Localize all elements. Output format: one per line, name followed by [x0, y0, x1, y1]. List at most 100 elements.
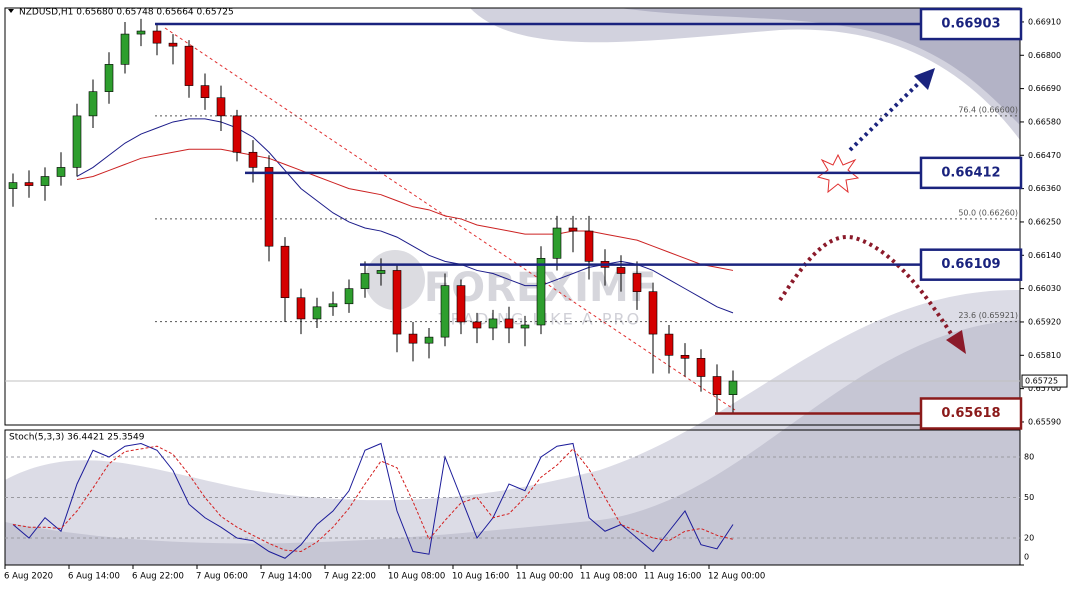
moving-average	[76, 118, 734, 314]
fib-label: 50.0 (0.66260)	[958, 208, 1018, 217]
y-tick-label: 0.65810	[1028, 351, 1061, 360]
candle-body	[568, 227, 578, 232]
candle-body	[680, 354, 690, 359]
candle-body	[392, 270, 402, 335]
bg-shape	[470, 8, 1020, 140]
candle-body	[712, 376, 722, 395]
y-tick-label: 0.66360	[1028, 184, 1061, 193]
x-tick-label: 7 Aug 06:00	[196, 572, 248, 582]
price-panel-border	[4, 7, 1021, 426]
candle-body	[376, 270, 386, 274]
candle-body	[440, 285, 450, 338]
candle-body	[136, 30, 146, 35]
level-label: 0.66412	[941, 165, 1000, 180]
candle-body	[312, 306, 322, 320]
fib-label: 76.4 (0.66600)	[958, 105, 1018, 114]
y-tick-label: 0.65920	[1028, 317, 1061, 326]
candle-body	[616, 267, 626, 274]
y-tick-label: 0	[1024, 553, 1029, 562]
candle-body	[664, 333, 674, 356]
menu-triangle	[8, 9, 14, 13]
candle-body	[552, 227, 562, 259]
level-label: 0.66109	[941, 257, 1000, 272]
level-box	[919, 248, 1023, 281]
moving-average	[76, 148, 734, 271]
stoch-main	[12, 442, 734, 559]
y-tick-label: 50	[1024, 493, 1034, 502]
y-tick-label: 0.66140	[1028, 251, 1061, 260]
bg-shape	[5, 320, 1020, 565]
chart-title: NZDUSD,H1 0.65680 0.65748 0.65664 0.6572…	[19, 8, 234, 18]
candle-body	[344, 288, 354, 305]
candle-body	[104, 64, 114, 92]
y-tick-label: 0.66030	[1028, 284, 1061, 293]
candle-body	[488, 318, 498, 329]
candle-body	[648, 291, 658, 335]
y-tick-label: 0.66910	[1028, 17, 1061, 26]
y-tick-label: 0.65700	[1028, 384, 1061, 393]
candle-body	[216, 97, 226, 117]
candle-body	[168, 42, 178, 47]
level-box	[919, 397, 1023, 430]
candle-body	[120, 33, 130, 65]
current-price-tag	[1021, 374, 1068, 388]
candle-body	[728, 380, 738, 395]
candle-body	[424, 336, 434, 344]
level-label: 0.65618	[941, 406, 1000, 421]
level-label: 0.66903	[941, 17, 1000, 32]
arrow-down	[778, 234, 957, 342]
x-tick-label: 10 Aug 16:00	[452, 572, 509, 582]
candle-body	[40, 176, 50, 186]
candle-body	[8, 182, 18, 189]
y-tick-label: 0.66470	[1028, 151, 1061, 160]
x-tick-label: 7 Aug 14:00	[260, 572, 312, 582]
x-tick-label: 6 Aug 14:00	[68, 572, 120, 582]
candle-body	[248, 151, 258, 168]
arrow-head	[946, 330, 966, 354]
x-tick-label: 6 Aug 22:00	[132, 572, 184, 582]
y-tick-label: 0.66800	[1028, 51, 1061, 60]
candle-body	[72, 115, 82, 168]
candle-body	[56, 167, 66, 177]
level-box	[919, 156, 1023, 190]
x-tick-label: 11 Aug 08:00	[580, 572, 637, 582]
candle-body	[504, 318, 514, 329]
y-tick-label: 0.66580	[1028, 117, 1061, 126]
candle-body	[520, 324, 530, 329]
y-tick-label: 0.66250	[1028, 217, 1061, 226]
fib-label: 23.6 (0.65921)	[958, 311, 1018, 320]
candle-body	[456, 285, 466, 323]
candle-body	[152, 30, 162, 44]
candle-body	[408, 333, 418, 344]
candle-body	[472, 321, 482, 329]
y-tick-label: 0.65590	[1028, 417, 1061, 426]
y-tick-label: 20	[1024, 534, 1034, 543]
current-price-label: 0.65725	[1025, 377, 1058, 386]
indicator-title: Stoch(5,3,3) 36.4421 25.3549	[9, 433, 145, 443]
candle-body	[632, 273, 642, 292]
candle-body	[280, 245, 290, 299]
x-tick-label: 10 Aug 08:00	[388, 572, 445, 582]
candle-body	[232, 115, 242, 153]
arrow-up	[848, 78, 924, 152]
stoch-signal	[12, 445, 734, 553]
candle-body	[696, 358, 706, 377]
candle-body	[584, 230, 594, 262]
candle-body	[264, 167, 274, 247]
candle-body	[184, 45, 194, 86]
candle-body	[200, 85, 210, 99]
x-tick-label: 11 Aug 00:00	[516, 572, 573, 582]
x-tick-label: 6 Aug 2020	[4, 572, 53, 582]
y-tick-label: 0.66690	[1028, 84, 1061, 93]
candle-body	[88, 91, 98, 117]
x-tick-label: 11 Aug 16:00	[644, 572, 701, 582]
candle-body	[328, 303, 338, 308]
candle-body	[536, 258, 546, 326]
candle-body	[360, 273, 370, 289]
y-tick-label: 80	[1024, 453, 1034, 462]
arrow-head	[914, 68, 935, 90]
candle-body	[296, 297, 306, 320]
x-tick-label: 7 Aug 22:00	[324, 572, 376, 582]
